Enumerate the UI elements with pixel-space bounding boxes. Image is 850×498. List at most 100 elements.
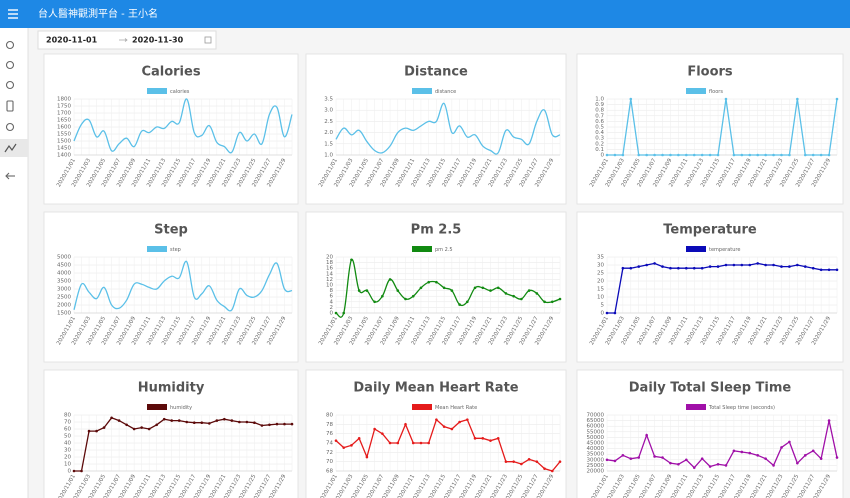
y-tick-label: 6: [330, 294, 334, 300]
data-point: [764, 153, 767, 157]
y-tick-label: 2000: [57, 303, 71, 309]
chart-title: Calories: [141, 65, 200, 80]
y-tick-label: 0.4: [595, 130, 604, 136]
data-point: [334, 311, 338, 315]
data-point: [669, 461, 672, 465]
data-line: [335, 418, 561, 472]
data-point: [716, 462, 720, 466]
data-point: [669, 153, 672, 157]
data-point: [253, 421, 256, 425]
data-point: [605, 311, 609, 315]
data-line: [73, 260, 293, 312]
legend-label: temperature: [709, 247, 740, 253]
data-point: [724, 97, 728, 101]
settings-icon[interactable]: [5, 122, 15, 132]
data-point: [388, 278, 392, 281]
data-line: [607, 262, 837, 314]
data-point: [819, 153, 823, 157]
y-tick-label: 1650: [57, 118, 71, 124]
watch-icon[interactable]: [5, 40, 15, 50]
y-tick-label: 10: [326, 283, 333, 289]
data-point: [357, 289, 361, 292]
data-point: [621, 266, 625, 270]
y-tick-label: 1500: [57, 311, 71, 317]
data-point: [645, 263, 648, 267]
data-point: [629, 266, 633, 270]
data-point: [803, 265, 807, 268]
data-point: [342, 311, 346, 315]
data-point: [748, 451, 752, 455]
data-point: [550, 300, 554, 304]
data-point: [637, 153, 641, 157]
start-date[interactable]: 2020-11-01: [46, 36, 98, 45]
data-point: [788, 153, 791, 157]
data-point: [756, 454, 759, 457]
data-point: [473, 286, 477, 290]
menu-button[interactable]: [8, 9, 18, 19]
data-point: [496, 437, 500, 440]
chart-title: Daily Mean Heart Rate: [353, 381, 518, 396]
y-tick-label: 35000: [587, 452, 605, 458]
data-point: [788, 265, 791, 268]
data-point: [177, 419, 181, 422]
data-point: [661, 265, 664, 268]
data-point: [645, 433, 648, 437]
y-tick-label: 2.0: [324, 130, 333, 136]
data-point: [147, 427, 151, 431]
app-title: 台人醫神觀測平台 - 王小名: [38, 7, 158, 20]
data-point: [373, 300, 376, 304]
legend-label: distance: [435, 89, 456, 95]
back-icon[interactable]: [5, 172, 15, 180]
data-point: [629, 97, 633, 101]
data-point: [404, 297, 407, 301]
data-point: [708, 153, 712, 157]
data-point: [629, 457, 633, 460]
chart-card: Pm 2.5024681012141618202020/11/012020/11…: [305, 211, 567, 363]
y-tick-label: 30000: [587, 457, 605, 463]
data-point: [803, 153, 807, 157]
card-background: [305, 369, 567, 498]
chart-card: Distance1.01.52.02.53.03.52020/11/012020…: [305, 53, 567, 205]
data-point: [827, 268, 831, 272]
data-point: [80, 469, 83, 473]
y-tick-label: 1550: [57, 132, 71, 138]
phone-icon[interactable]: [6, 100, 14, 112]
legend-swatch: [686, 88, 706, 94]
data-point: [788, 440, 791, 444]
data-point: [685, 153, 688, 157]
watch-icon[interactable]: [5, 80, 15, 90]
card-background: [43, 53, 299, 205]
data-point: [102, 426, 106, 429]
data-line: [607, 98, 838, 156]
y-tick-label: 1600: [57, 125, 71, 131]
data-point: [381, 294, 384, 298]
y-tick-label: 1.0: [324, 153, 333, 159]
data-point: [140, 426, 143, 429]
watch-icon[interactable]: [5, 60, 15, 70]
data-point: [724, 464, 728, 467]
chart-title: Step: [154, 223, 188, 238]
data-point: [404, 423, 407, 426]
chart-card: Humidity010203040506070802020/11/012020/…: [43, 369, 299, 498]
y-tick-label: 80: [326, 413, 333, 419]
data-point: [125, 423, 128, 427]
data-point: [637, 265, 641, 268]
top-bar: [0, 0, 850, 28]
y-tick-label: 1.0: [595, 97, 604, 103]
chart-card: Calories 14001450150015501600165017001750…: [43, 53, 299, 205]
y-tick-label: 0: [601, 153, 605, 159]
y-tick-label: 0.6: [595, 119, 604, 125]
chart-card: Daily Total Sleep Time 200002500030000350…: [576, 369, 844, 498]
y-tick-label: 10: [64, 462, 71, 468]
end-date[interactable]: 2020-11-30: [132, 36, 184, 45]
y-tick-label: 0.8: [595, 108, 604, 114]
data-line: [73, 98, 293, 154]
data-point: [558, 297, 562, 301]
legend-label: humidity: [170, 405, 192, 411]
legend-swatch: [147, 246, 167, 252]
y-tick-label: 10: [597, 295, 604, 301]
data-line: [74, 417, 292, 472]
data-point: [481, 437, 485, 440]
y-tick-label: 5000: [57, 255, 71, 261]
data-point: [396, 441, 400, 445]
